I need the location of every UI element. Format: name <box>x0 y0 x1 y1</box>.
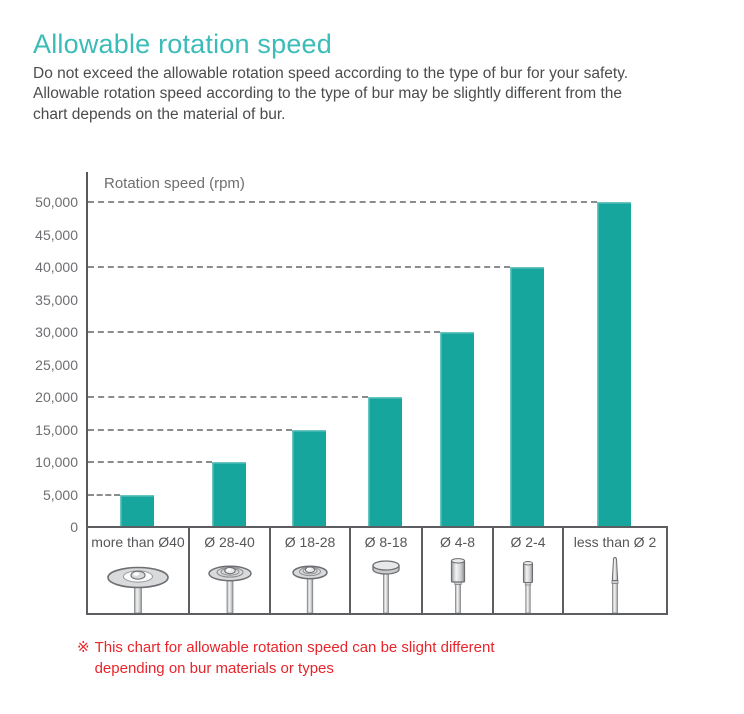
bar <box>211 462 246 527</box>
y-tick-label: 50,000 <box>35 194 78 210</box>
category-label: less than Ø 2 <box>573 534 657 550</box>
dashed-gridline <box>88 266 510 268</box>
footnote: ※ This chart for allowable rotation spee… <box>77 637 495 679</box>
y-axis-title: Rotation speed (rpm) <box>104 175 245 192</box>
category-label: Ø 8-18 <box>364 534 408 550</box>
intro-paragraph: Do not exceed the allowable rotation spe… <box>33 64 628 125</box>
bar <box>120 494 154 527</box>
dashed-gridline <box>88 493 120 496</box>
y-tick-label: 25,000 <box>35 356 78 373</box>
cylinder-bur-thin-icon <box>520 558 536 614</box>
intro-line: Allowable rotation speed according to th… <box>33 85 623 103</box>
footnote-marker: ※ <box>77 639 90 656</box>
y-tick-label: 10,000 <box>35 454 78 470</box>
y-tick-label: 15,000 <box>35 421 78 438</box>
dashed-gridline <box>88 461 212 463</box>
category-label: Ø 2-4 <box>510 534 546 550</box>
dashed-gridline <box>88 396 368 398</box>
bar <box>510 267 544 527</box>
category-cell: Ø 28-40 <box>190 528 271 614</box>
bar <box>439 332 474 527</box>
y-tick-label: 40,000 <box>35 259 78 275</box>
dashed-gridline <box>88 428 292 431</box>
intro-line: Do not exceed the allowable rotation spe… <box>33 65 629 82</box>
y-tick-label: 35,000 <box>35 291 78 308</box>
y-tick-label: 5,000 <box>42 486 78 503</box>
category-cell: less than Ø 2 <box>564 528 666 614</box>
dashed-gridline <box>88 331 440 333</box>
category-cell: Ø 4-8 <box>423 528 494 614</box>
intro-line: chart depends on the material of bur. <box>33 105 286 123</box>
disc-bur-small-icon <box>291 561 329 614</box>
footnote-line: depending on bur materials or types <box>94 660 334 677</box>
disc-bur-large-icon <box>105 563 171 614</box>
category-cell: more than Ø40 <box>88 528 190 614</box>
y-axis-line <box>86 172 88 528</box>
cylinder-bur-icon <box>448 556 468 614</box>
dashed-gridline <box>88 201 597 203</box>
category-table: more than Ø40 Ø 28-40 Ø 18-28 Ø 8-18 Ø 4… <box>86 526 668 615</box>
bar <box>597 202 631 527</box>
y-tick-label: 0 <box>70 519 78 535</box>
category-label: Ø 28-40 <box>204 534 255 550</box>
button-bur-icon <box>371 557 401 614</box>
disc-bur-medium-icon <box>207 561 253 614</box>
footnote-lines: This chart for allowable rotation speed … <box>95 637 495 679</box>
footnote-line: This chart for allowable rotation speed … <box>94 639 495 656</box>
page-title: Allowable rotation speed <box>33 29 332 59</box>
y-tick-label: 30,000 <box>35 324 78 340</box>
bar <box>368 397 402 527</box>
category-cell: Ø 18-28 <box>271 528 351 614</box>
taper-bur-icon <box>608 556 622 614</box>
category-label: Ø 18-28 <box>284 534 336 550</box>
category-cell: Ø 8-18 <box>351 528 423 614</box>
y-tick-label: 20,000 <box>35 389 78 405</box>
category-label: more than Ø40 <box>91 534 185 550</box>
y-tick-label: 45,000 <box>35 226 78 243</box>
category-cell: Ø 2-4 <box>494 528 564 614</box>
category-label: Ø 4-8 <box>439 534 475 550</box>
bar <box>292 429 326 527</box>
